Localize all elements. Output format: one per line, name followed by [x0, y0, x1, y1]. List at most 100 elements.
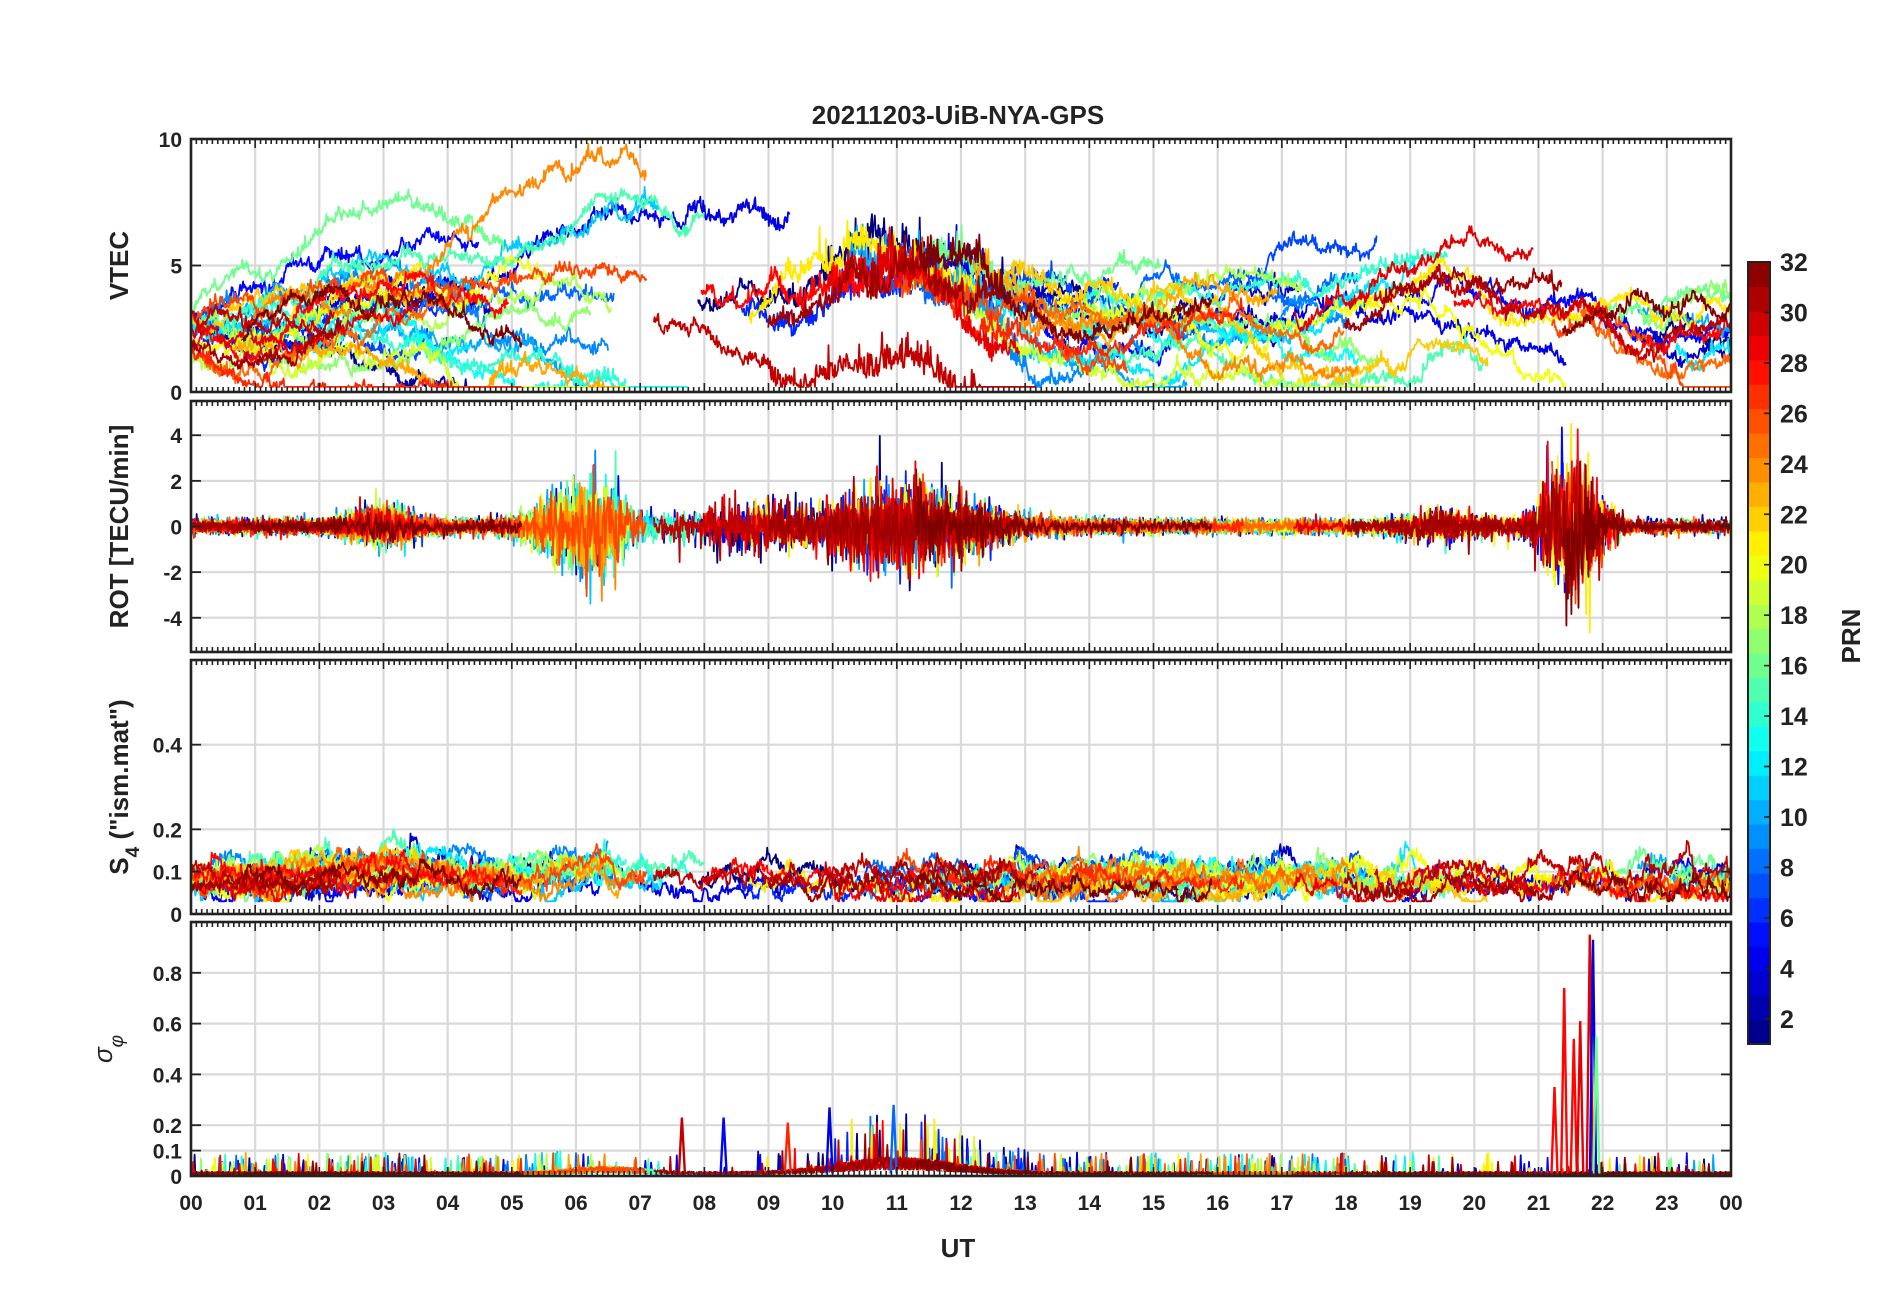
- y-tick-label: 0.2: [153, 1115, 182, 1138]
- series-line-prn-15: [215, 187, 705, 330]
- series-line-prn-32: [915, 480, 1213, 562]
- series-line-prn-31: [1344, 468, 1563, 572]
- series-line-prn-30: [653, 312, 1037, 388]
- series-line-prn-25: [1580, 307, 1731, 380]
- colorbar-segment: [1748, 799, 1770, 825]
- y-axis-label: σφ: [88, 1035, 128, 1063]
- x-tick-label: 03: [372, 1192, 395, 1215]
- colorbar-segment: [1748, 384, 1770, 410]
- spike-point: [677, 1117, 687, 1174]
- series-line-prn-16: [930, 224, 1162, 298]
- series-line-prn-30: [1373, 263, 1731, 363]
- colorbar-segment: [1748, 530, 1770, 556]
- y-tick-label: 0: [170, 382, 182, 405]
- y-tick-label: 0.4: [153, 1064, 183, 1087]
- colorbar-tick-label: 14: [1780, 703, 1808, 731]
- series-line-prn-32: [242, 858, 522, 901]
- series-group-vtec: [191, 142, 1731, 388]
- y-axis-label: ROT [TECU/min]: [104, 425, 134, 629]
- x-tick-label: 20: [1463, 1192, 1486, 1215]
- x-tick-label: 18: [1334, 1192, 1358, 1215]
- colorbar-segment: [1748, 433, 1770, 459]
- colorbar-tick-label: 4: [1780, 955, 1794, 983]
- series-line-prn-28: [700, 241, 927, 312]
- series-line-prn-4: [1236, 444, 1567, 578]
- x-tick-label: 17: [1270, 1192, 1293, 1215]
- x-tick-label: 11: [886, 1192, 909, 1215]
- colorbar-tick-label: 20: [1780, 552, 1808, 580]
- y-tick-label: 10: [159, 129, 182, 152]
- y-tick-label: 0.2: [153, 819, 182, 842]
- colorbar-tick-label: 26: [1780, 400, 1808, 428]
- x-tick-label: 12: [949, 1192, 972, 1215]
- spike-point: [1560, 987, 1569, 1174]
- series-line-prn-31: [191, 515, 343, 534]
- x-tick-label: 00: [179, 1192, 202, 1215]
- series-line-prn-11: [191, 185, 661, 340]
- series-group-s4: [191, 828, 1731, 903]
- series-line-prn-32: [242, 511, 523, 544]
- series-line-prn-27: [934, 854, 1245, 894]
- y-tick-label: 0.1: [153, 1141, 183, 1164]
- series-line-prn-20: [191, 255, 546, 355]
- y-axis-label-subscript: φ: [107, 1035, 128, 1047]
- series-line-prn-31: [1343, 870, 1563, 903]
- series-line-prn-30: [191, 303, 335, 337]
- series-line-prn-22: [1004, 259, 1489, 386]
- y-tick-label: 4: [170, 425, 182, 448]
- colorbar-segment: [1748, 726, 1770, 752]
- colorbar-segment: [1748, 286, 1770, 312]
- y-tick-label: 0.1: [153, 862, 183, 885]
- colorbar-tick-label: 2: [1780, 1006, 1794, 1034]
- series-line-prn-15: [1043, 297, 1489, 388]
- colorbar-segment: [1748, 579, 1770, 605]
- series-line-prn-30: [653, 852, 1037, 894]
- colorbar-tick-label: 28: [1780, 350, 1808, 378]
- spike-point: [1550, 1087, 1559, 1174]
- panel-s4: 0 0.1 0.2 0.4 S4 ("ism.mat"): [104, 658, 1733, 927]
- series-line-prn-27: [191, 346, 522, 388]
- series-line-prn-32: [1562, 287, 1731, 337]
- y-tick-label: 0.4: [153, 735, 183, 758]
- colorbar-segment: [1748, 848, 1770, 874]
- colorbar-segment: [1748, 653, 1770, 679]
- series-line-prn-31: [191, 864, 342, 897]
- y-tick-label: 0: [170, 904, 182, 927]
- x-tick-label: 19: [1398, 1192, 1421, 1215]
- series-line-prn-32: [915, 1153, 1213, 1176]
- series-line-prn-29: [1293, 225, 1534, 333]
- colorbar-segment: [1748, 604, 1770, 630]
- x-tick-label: 05: [500, 1192, 524, 1215]
- series-line-prn-29: [1293, 859, 1535, 903]
- series-line-prn-12: [1674, 337, 1731, 372]
- x-tick-label: 14: [1078, 1192, 1102, 1215]
- series-line-prn-32: [1562, 1156, 1731, 1176]
- colorbar-segment: [1748, 750, 1770, 776]
- colorbar-segment: [1748, 872, 1770, 898]
- colorbar-segment: [1748, 1019, 1770, 1045]
- series-line-prn-23: [233, 334, 621, 388]
- colorbar-tick-label: 12: [1780, 754, 1808, 782]
- panel-rot: -4 -2 0 2 4 ROT [TECU/min]: [104, 399, 1733, 654]
- x-tick-label: 16: [1206, 1192, 1229, 1215]
- colorbar-segment: [1748, 262, 1770, 288]
- x-tick-label: 22: [1591, 1192, 1614, 1215]
- x-tick-label: 10: [821, 1192, 844, 1215]
- spike-point: [825, 1107, 834, 1174]
- colorbar-segment: [1748, 921, 1770, 947]
- x-tick-label: 06: [564, 1192, 587, 1215]
- colorbar-tick-label: 6: [1780, 905, 1794, 933]
- x-tick-label: 13: [1013, 1192, 1036, 1215]
- colorbar-segment: [1748, 555, 1770, 581]
- x-tick-label: 21: [1527, 1192, 1551, 1215]
- series-group-rot: [191, 422, 1731, 634]
- series-line-prn-31: [767, 234, 1003, 328]
- y-tick-label: 0.8: [153, 963, 183, 986]
- x-tick-label: 09: [757, 1192, 780, 1215]
- x-tick-label: 15: [1142, 1192, 1166, 1215]
- colorbar-segment: [1748, 897, 1770, 923]
- panel-sigphi: 00.1 0.2 0.4 0.6 0.8 σφ: [88, 920, 1733, 1189]
- series-line-prn-19: [902, 255, 1387, 388]
- series-line-prn-31: [1343, 267, 1563, 332]
